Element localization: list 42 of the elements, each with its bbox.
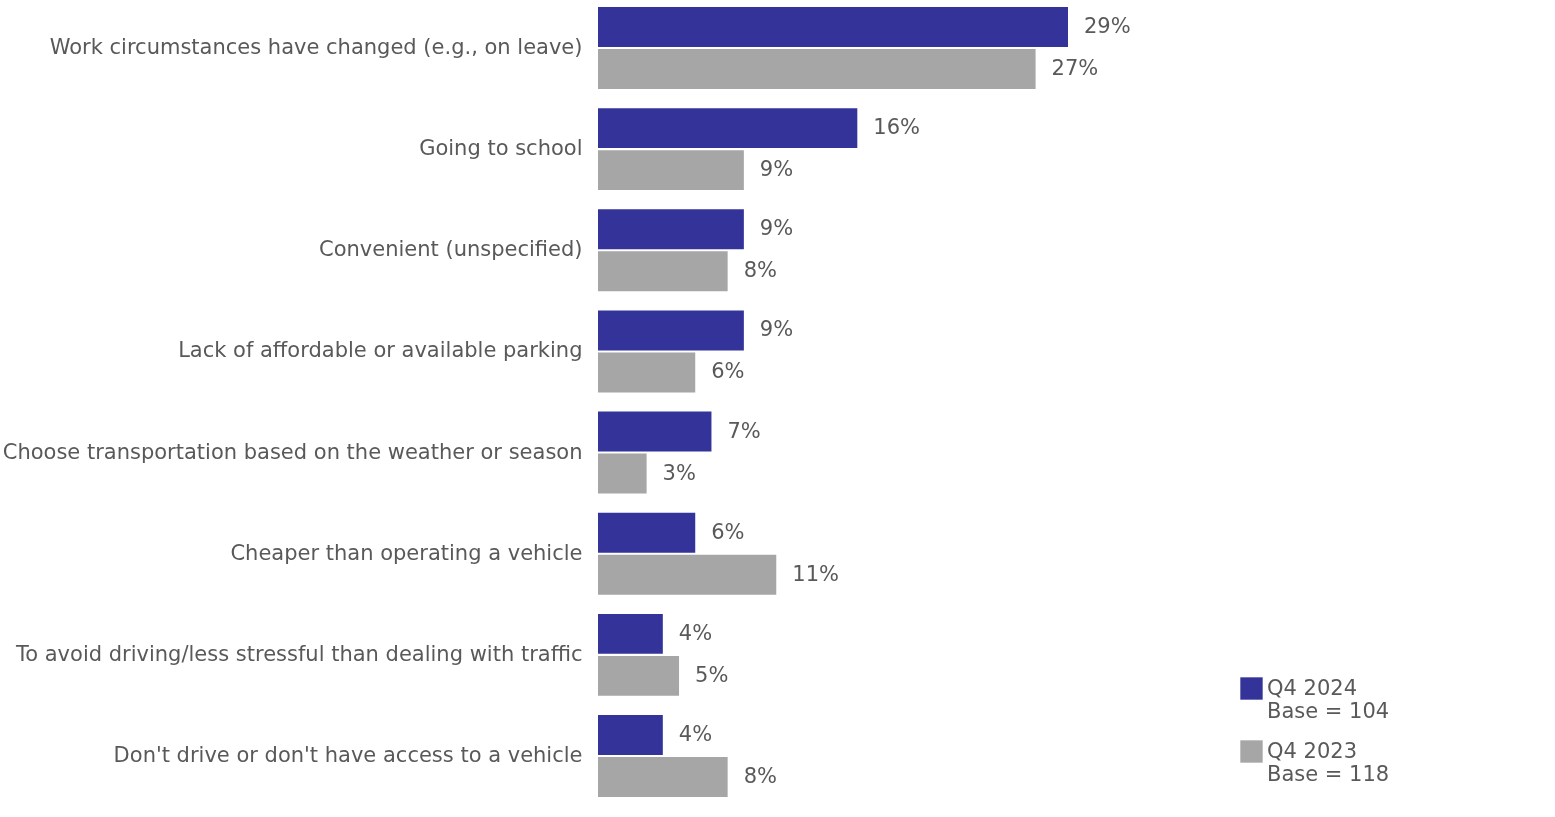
bar [598, 310, 744, 351]
y-tick-label: Going to school [419, 136, 583, 161]
data-label: 29% [1084, 14, 1131, 39]
data-label: 5% [695, 662, 729, 687]
bar [598, 150, 744, 191]
legend-label: Q4 2024 Base = 104 [1267, 675, 1390, 723]
data-label: 16% [873, 115, 920, 140]
data-label: 4% [678, 721, 713, 746]
bar [598, 453, 647, 494]
y-tick-label: Work circumstances have changed (e.g., on leave) [49, 35, 583, 60]
y-tick-label: Lack of affordable or available parking [178, 338, 583, 363]
bar [598, 715, 663, 755]
bar [598, 757, 728, 797]
bar [598, 352, 696, 393]
legend-label: Q4 2023 Base = 118 [1267, 738, 1390, 786]
y-tick-label: Convenient (unspecified) [318, 237, 583, 262]
data-label: 9% [759, 216, 794, 241]
data-label: 27% [1051, 56, 1099, 81]
data-label: 9% [759, 317, 794, 342]
data-label: 8% [743, 763, 777, 788]
bar [598, 411, 712, 452]
bar [598, 251, 728, 292]
bar [598, 108, 858, 149]
data-label: 3% [662, 460, 696, 485]
bar [598, 554, 777, 595]
data-label: 9% [759, 157, 794, 182]
data-label: 11% [792, 561, 839, 586]
y-tick-label: Cheaper than operating a vehicle [230, 540, 583, 565]
data-label: 6% [711, 359, 745, 384]
bar [598, 512, 696, 553]
bar [598, 209, 744, 250]
data-label: 4% [678, 620, 713, 645]
data-label: 8% [743, 258, 777, 283]
y-tick-label: To avoid driving/less stressful than dealing with traffic [14, 641, 583, 666]
y-tick-label: Don't drive or don't have access to a vehicle [113, 742, 583, 767]
bar [598, 49, 1036, 89]
bar [598, 7, 1068, 47]
bar [598, 613, 663, 654]
data-label: 7% [727, 418, 761, 443]
data-label: 6% [711, 519, 745, 544]
bar [598, 655, 680, 696]
y-tick-label: Choose transportation based on the weather or season [2, 439, 583, 464]
